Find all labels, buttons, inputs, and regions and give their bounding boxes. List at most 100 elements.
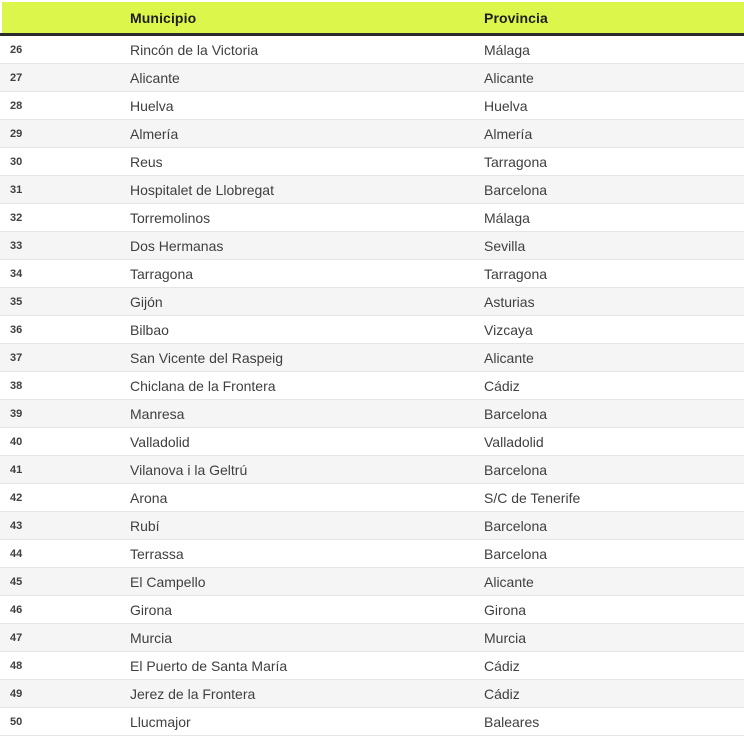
municipio-cell: Vilanova i la Geltrú — [130, 461, 248, 478]
municipio-cell: Almería — [130, 125, 179, 142]
rank-cell: 47 — [10, 631, 23, 644]
provincia-cell: Barcelona — [484, 545, 548, 562]
rank-cell: 44 — [10, 547, 23, 560]
municipio-cell: San Vicente del Raspeig — [130, 349, 284, 366]
table-row: 43 Rubí Barcelona — [0, 512, 744, 540]
provincia-cell: Barcelona — [484, 405, 548, 422]
table-row: 47 Murcia Murcia — [0, 624, 744, 652]
rank-cell: 30 — [10, 155, 23, 168]
municipio-cell: Tarragona — [130, 265, 194, 282]
municipio-cell: Rubí — [130, 517, 160, 534]
rank-cell: 43 — [10, 519, 23, 532]
table-row: 31 Hospitalet de Llobregat Barcelona — [0, 176, 744, 204]
rank-cell: 35 — [10, 295, 23, 308]
provincia-cell: Málaga — [484, 41, 530, 58]
municipio-cell: Murcia — [130, 629, 173, 646]
municipio-cell: Hospitalet de Llobregat — [130, 181, 274, 198]
rank-cell: 41 — [10, 463, 23, 476]
municipio-cell: El Puerto de Santa María — [130, 657, 288, 674]
provincia-cell: Alicante — [484, 69, 534, 86]
rank-cell: 42 — [10, 491, 23, 504]
table-row: 27 Alicante Alicante — [0, 64, 744, 92]
rank-cell: 48 — [10, 659, 23, 672]
rank-cell: 34 — [10, 267, 23, 280]
provincia-cell: Cádiz — [484, 657, 520, 674]
table-row: 49 Jerez de la Frontera Cádiz — [0, 680, 744, 708]
table-row: 28 Huelva Huelva — [0, 92, 744, 120]
rank-cell: 45 — [10, 575, 23, 588]
rank-cell: 37 — [10, 351, 23, 364]
municipio-cell: Dos Hermanas — [130, 237, 224, 254]
municipio-cell: Manresa — [130, 405, 185, 422]
rank-cell: 29 — [10, 127, 23, 140]
table-row: 40 Valladolid Valladolid — [0, 428, 744, 456]
table-row: 50 Llucmajor Baleares — [0, 708, 744, 736]
municipio-cell: Alicante — [130, 69, 180, 86]
table-header-row: Municipio Provincia — [0, 0, 744, 36]
provincia-cell: Huelva — [484, 97, 528, 114]
table-row: 48 El Puerto de Santa María Cádiz — [0, 652, 744, 680]
provincia-cell: Sevilla — [484, 237, 526, 254]
municipio-cell: Gijón — [130, 293, 163, 310]
table-row: 39 Manresa Barcelona — [0, 400, 744, 428]
provincia-cell: Barcelona — [484, 181, 548, 198]
provincia-cell: Almería — [484, 125, 533, 142]
provincia-cell: Vizcaya — [484, 321, 533, 338]
table-row: 29 Almería Almería — [0, 120, 744, 148]
rank-cell: 46 — [10, 603, 23, 616]
table-row: 42 Arona S/C de Tenerife — [0, 484, 744, 512]
municipio-cell: Bilbao — [130, 321, 169, 338]
provincia-cell: Valladolid — [484, 433, 544, 450]
header-municipio: Municipio — [130, 9, 197, 26]
provincia-cell: Asturias — [484, 293, 535, 310]
provincia-cell: Alicante — [484, 349, 534, 366]
municipio-cell: Arona — [130, 489, 168, 506]
rank-cell: 31 — [10, 183, 23, 196]
municipio-cell: El Campello — [130, 573, 206, 590]
table-row: 33 Dos Hermanas Sevilla — [0, 232, 744, 260]
table-row: 38 Chiclana de la Frontera Cádiz — [0, 372, 744, 400]
municipio-cell: Torremolinos — [130, 209, 211, 226]
municipio-cell: Huelva — [130, 97, 174, 114]
header-provincia: Provincia — [484, 9, 548, 26]
table-row: 41 Vilanova i la Geltrú Barcelona — [0, 456, 744, 484]
table-row: 34 Tarragona Tarragona — [0, 260, 744, 288]
rank-cell: 40 — [10, 435, 23, 448]
provincia-cell: Murcia — [484, 629, 527, 646]
table-header-band: Municipio Provincia — [2, 2, 744, 33]
municipio-cell: Rincón de la Victoria — [130, 41, 259, 58]
table-row: 26 Rincón de la Victoria Málaga — [0, 36, 744, 64]
table-row: 30 Reus Tarragona — [0, 148, 744, 176]
municipio-cell: Jerez de la Frontera — [130, 685, 256, 702]
municipio-cell: Terrassa — [130, 545, 184, 562]
provincia-cell: Alicante — [484, 573, 534, 590]
rank-cell: 32 — [10, 211, 23, 224]
table-row: 36 Bilbao Vizcaya — [0, 316, 744, 344]
table-row: 45 El Campello Alicante — [0, 568, 744, 596]
rank-cell: 33 — [10, 239, 23, 252]
municipio-cell: Chiclana de la Frontera — [130, 377, 276, 394]
table-row: 44 Terrassa Barcelona — [0, 540, 744, 568]
provincia-cell: Cádiz — [484, 685, 520, 702]
rank-cell: 28 — [10, 99, 23, 112]
rank-cell: 26 — [10, 43, 23, 56]
provincia-cell: Tarragona — [484, 265, 548, 282]
table-row: 32 Torremolinos Málaga — [0, 204, 744, 232]
table-row: 37 San Vicente del Raspeig Alicante — [0, 344, 744, 372]
provincia-cell: Baleares — [484, 713, 540, 730]
provincia-cell: Barcelona — [484, 517, 548, 534]
provincia-cell: Cádiz — [484, 377, 520, 394]
provincia-cell: Tarragona — [484, 153, 548, 170]
provincia-cell: Girona — [484, 601, 527, 618]
table-body: 26 Rincón de la Victoria Málaga 27 Alica… — [0, 36, 744, 736]
rank-cell: 27 — [10, 71, 23, 84]
rank-cell: 49 — [10, 687, 23, 700]
municipio-cell: Llucmajor — [130, 713, 191, 730]
rank-cell: 39 — [10, 407, 23, 420]
municipio-cell: Girona — [130, 601, 173, 618]
provincia-cell: Barcelona — [484, 461, 548, 478]
provincia-cell: S/C de Tenerife — [484, 489, 581, 506]
provincia-cell: Málaga — [484, 209, 530, 226]
municipio-cell: Reus — [130, 153, 163, 170]
